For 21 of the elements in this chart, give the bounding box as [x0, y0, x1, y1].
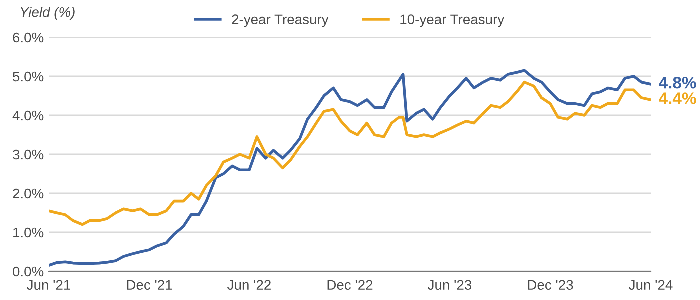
legend-label: 2-year Treasury — [232, 14, 329, 28]
line-series — [49, 80, 651, 226]
x-tick-label: Jun '23 — [428, 280, 472, 290]
x-tick-label: Jun '24 — [629, 280, 673, 290]
y-tick-label: 4.0% — [12, 110, 44, 121]
annotation: 4.8% — [659, 76, 696, 89]
legend-label: 10-year Treasury — [400, 14, 505, 28]
y-tick-label: 2.0% — [13, 188, 44, 199]
y-tick-label: 1.0% — [14, 228, 44, 238]
x-tick-label: Dec '21 — [127, 280, 172, 290]
line-series — [49, 69, 651, 268]
x-tick-label: Dec '23 — [528, 280, 574, 290]
annotation: 4.4% — [659, 92, 696, 104]
y-axis-title: Yield (%) — [21, 7, 75, 20]
x-tick-label: Dec '22 — [328, 280, 373, 290]
x-tick-label: Jun '21 — [27, 280, 70, 290]
y-tick-label: 6.0% — [13, 32, 44, 43]
y-tick-label: 3.0% — [13, 150, 44, 160]
x-tick-label: Jun '22 — [228, 280, 271, 290]
y-tick-label: 0.0% — [13, 266, 44, 277]
y-tick-label: 5.0% — [13, 72, 44, 82]
